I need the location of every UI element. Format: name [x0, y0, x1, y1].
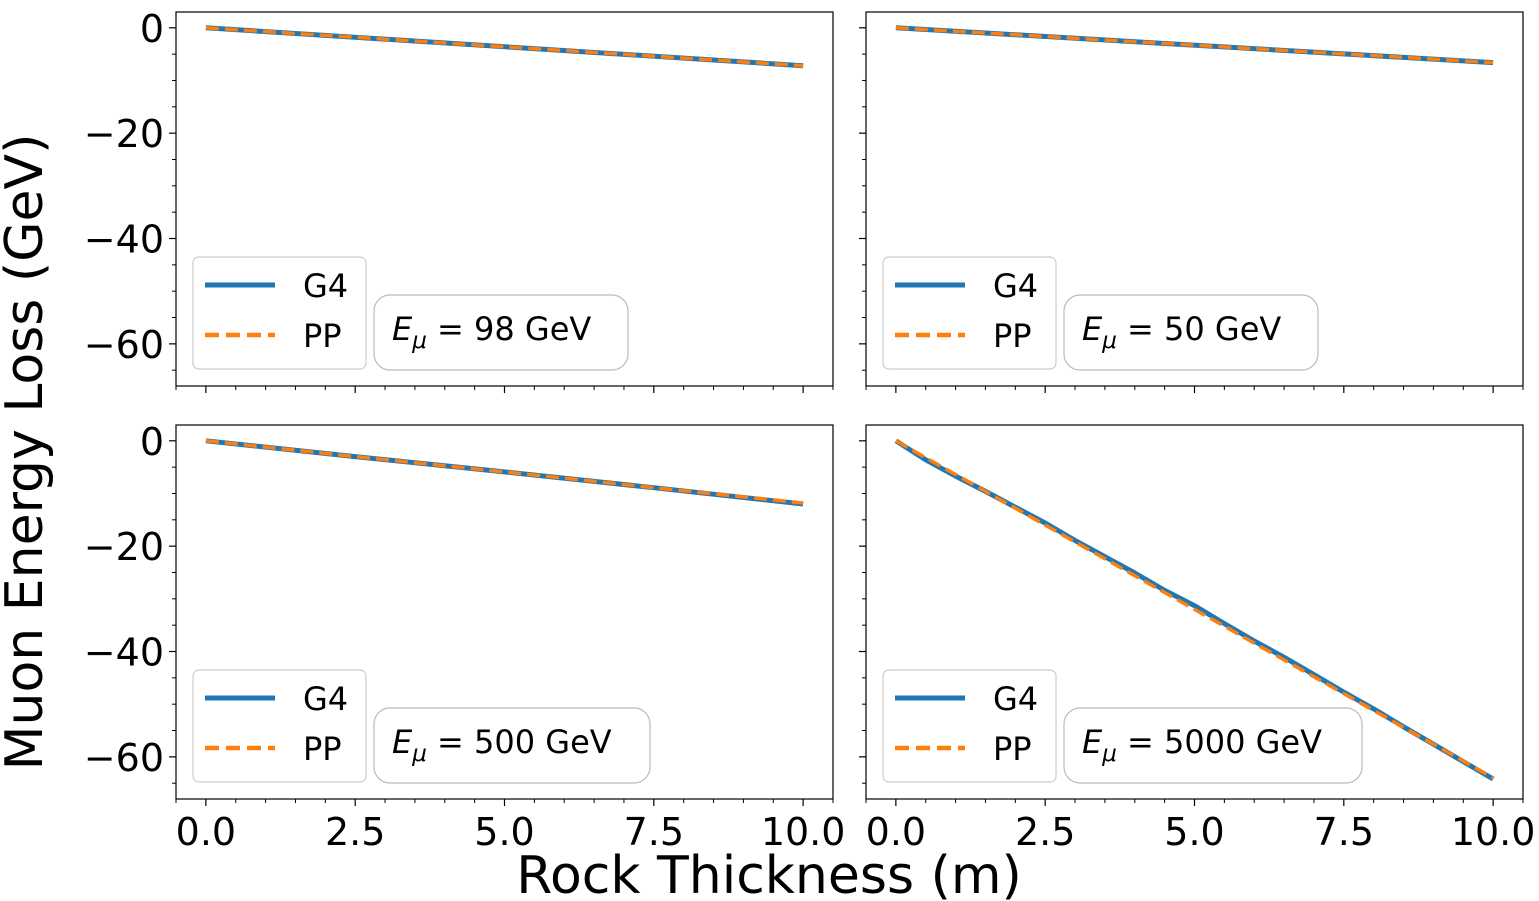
annotation-subscript: μ — [411, 328, 427, 354]
x-tick-label: 2.5 — [1015, 810, 1075, 854]
panel-4: 0.0 2.5 5.0 7.5 10.0 G4 PP Eμ = 5000 GeV — [859, 424, 1536, 854]
x-tick-label: 10.0 — [761, 810, 846, 854]
series-pp-line — [205, 439, 804, 505]
legend-label-g4: G4 — [993, 680, 1038, 718]
annotation-symbol: E — [1082, 310, 1103, 348]
y-tick-label: 0 — [140, 7, 164, 51]
legend-label-g4: G4 — [303, 680, 348, 718]
annotation-subscript: μ — [411, 741, 427, 767]
legend-label-pp: PP — [993, 730, 1032, 768]
energy-annotation: Eμ = 50 GeV — [1063, 294, 1319, 371]
x-tick-label: 0.0 — [176, 810, 236, 854]
annotation-text: Eμ = 50 GeV — [1082, 310, 1281, 354]
y-tick-label: −60 — [84, 736, 164, 780]
y-tick-label: 0 — [140, 420, 164, 464]
x-tick-label: 0.0 — [866, 810, 926, 854]
legend: G4 PP — [192, 256, 367, 370]
annotation-symbol: E — [392, 723, 413, 761]
series-pp-line — [205, 26, 804, 68]
annotation-value: = 500 GeV — [427, 723, 612, 761]
y-tick-label: −20 — [84, 525, 164, 569]
annotation-symbol: E — [392, 310, 413, 348]
annotation-subscript: μ — [1101, 328, 1117, 354]
legend: G4 PP — [882, 669, 1057, 783]
x-tick-label: 7.5 — [624, 810, 684, 854]
panel-3: 0.0 2.5 5.0 7.5 10.0 0 −20 −40 −60 G4 PP Eμ = 500 G… — [84, 420, 846, 854]
legend-label-pp: PP — [993, 317, 1032, 355]
x-tick-label: 5.0 — [1164, 810, 1224, 854]
annotation-frame — [1063, 294, 1319, 371]
annotation-frame — [373, 707, 651, 784]
series-pp-line — [895, 26, 1494, 65]
annotation-value: = 98 GeV — [427, 310, 592, 348]
annotation-value: = 5000 GeV — [1117, 723, 1322, 761]
panel-2: G4 PP Eμ = 50 GeV — [859, 11, 1524, 393]
x-tick-label: 5.0 — [474, 810, 534, 854]
x-axis-label: Rock Thickness (m) — [516, 846, 1022, 901]
annotation-value: = 50 GeV — [1117, 310, 1282, 348]
y-axis-label: Muon Energy Loss (GeV) — [0, 134, 55, 771]
x-tick-label: 10.0 — [1451, 810, 1536, 854]
annotation-text: Eμ = 98 GeV — [392, 310, 591, 354]
energy-annotation: Eμ = 5000 GeV — [1063, 707, 1363, 784]
legend: G4 PP — [192, 669, 367, 783]
annotation-text: Eμ = 500 GeV — [392, 723, 612, 767]
panel-1: 0 −20 −40 −60 G4 PP Eμ = 98 GeV — [84, 7, 834, 393]
legend-label-g4: G4 — [993, 267, 1038, 305]
energy-annotation: Eμ = 98 GeV — [373, 294, 629, 371]
annotation-text: Eμ = 5000 GeV — [1082, 723, 1322, 767]
annotation-frame — [1063, 707, 1363, 784]
annotation-subscript: μ — [1101, 741, 1117, 767]
y-tick-label: −20 — [84, 112, 164, 156]
x-tick-label: 2.5 — [325, 810, 385, 854]
legend-label-pp: PP — [303, 730, 342, 768]
legend: G4 PP — [882, 256, 1057, 370]
y-tick-label: −60 — [84, 323, 164, 367]
y-tick-label: −40 — [84, 218, 164, 262]
legend-label-g4: G4 — [303, 267, 348, 305]
annotation-frame — [373, 294, 629, 371]
series-pp-line — [895, 439, 1494, 780]
annotation-symbol: E — [1082, 723, 1103, 761]
energy-annotation: Eμ = 500 GeV — [373, 707, 651, 784]
y-tick-label: −40 — [84, 631, 164, 675]
x-tick-label: 7.5 — [1314, 810, 1374, 854]
legend-label-pp: PP — [303, 317, 342, 355]
